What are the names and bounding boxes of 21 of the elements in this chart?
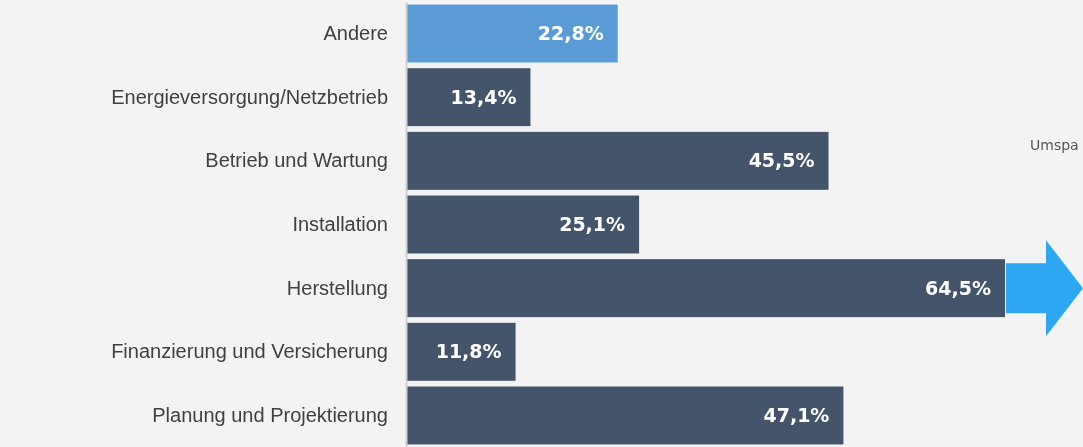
bar — [406, 131, 829, 190]
y-tick-label: Andere — [323, 21, 388, 44]
y-tick-label: Finanzierung und Versicherung — [111, 340, 388, 363]
bar — [406, 322, 516, 381]
bar — [406, 195, 640, 254]
bar — [406, 4, 618, 63]
data-label: 13,4% — [450, 85, 517, 108]
text: Umspa — [1030, 137, 1079, 153]
y-tick-label: Herstellung — [286, 276, 388, 299]
data-label: 22,8% — [537, 22, 604, 45]
data-label: 64,5% — [925, 276, 991, 299]
y-tick-label: Betrieb und Wartung — [205, 149, 388, 172]
y-tick-label: Energieversorgung/Netzbetrieb — [111, 85, 388, 108]
data-label: 11,8% — [435, 340, 502, 363]
data-label: 47,1% — [763, 404, 830, 427]
y-tick-label: Installation — [292, 212, 388, 235]
data-label: 45,5% — [748, 149, 815, 172]
y-tick-label: Planung und Projektierung — [152, 403, 388, 426]
bar — [406, 386, 844, 445]
bar — [406, 68, 531, 127]
data-label: 25,1% — [559, 213, 626, 236]
